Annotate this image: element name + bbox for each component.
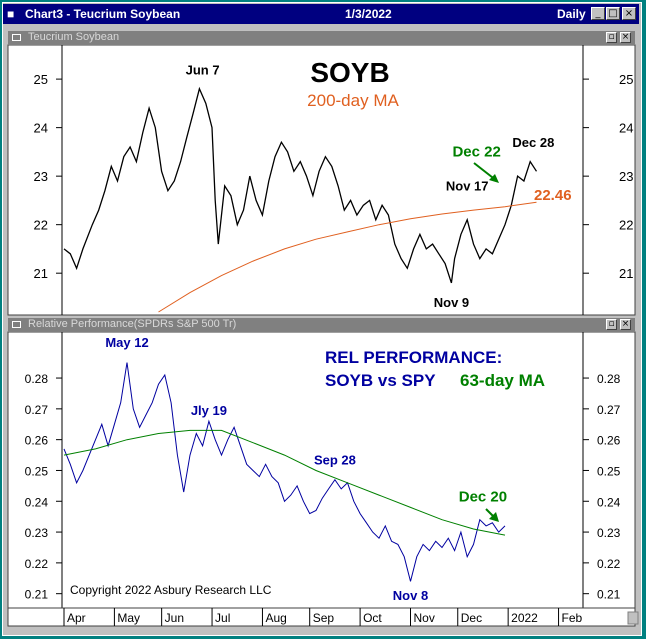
pane-icon (12, 321, 21, 328)
title-bar: ■ Chart3 - Teucrium Soybean 1/3/2022 Dai… (3, 4, 639, 24)
copyright-text: Copyright 2022 Asbury Research LLC (70, 583, 272, 597)
rel-annotation: Dec 20 (459, 488, 507, 505)
rel-performance-series (63, 362, 506, 582)
price-ytick-label-right: 22 (619, 218, 633, 233)
window-icon: ■ (7, 7, 15, 21)
maximize-button[interactable]: □ (606, 7, 620, 20)
rel-title-line2: SOYB vs SPY (325, 371, 436, 390)
price-pane-close-button[interactable]: × (620, 32, 631, 43)
rel-ytick-label-left: 0.26 (25, 434, 49, 448)
price-ytick-label-left: 23 (34, 169, 48, 184)
rel-annotation: Jly 19 (191, 403, 227, 418)
x-tick-label: Nov (414, 611, 435, 625)
rel-ytick-label-right: 0.23 (597, 526, 621, 540)
price-annotation: Nov 9 (434, 295, 469, 310)
price-ytick-label-left: 25 (34, 72, 48, 87)
price-ytick-label-left: 21 (34, 266, 48, 281)
price-annotation: Dec 28 (512, 135, 554, 150)
rel-63day-ma-series (63, 429, 506, 536)
rel-title-line1: REL PERFORMANCE: (325, 348, 502, 367)
close-button[interactable]: × (622, 7, 636, 20)
rel-ytick-label-right: 0.28 (597, 372, 621, 386)
price-ytick-label-right: 25 (619, 72, 633, 87)
rel-annotation: Sep 28 (314, 452, 356, 467)
pane-icon (12, 34, 21, 41)
rel-ytick-label-left: 0.23 (25, 526, 49, 540)
price-ytick-label-right: 23 (619, 169, 633, 184)
rel-ytick-label-left: 0.28 (25, 372, 49, 386)
price-annotation: Jun 7 (186, 62, 220, 77)
price-annotation: Dec 22 (452, 144, 500, 161)
x-tick-label: Feb (562, 611, 583, 625)
rel-pane-title: Relative Performance(SPDRs S&P 500 Tr) (28, 318, 237, 330)
rel-ytick-label-right: 0.27 (597, 403, 621, 417)
x-tick-label: Sep (313, 611, 335, 625)
x-tick-label: Dec (461, 611, 482, 625)
rel-pane-bg (7, 331, 636, 609)
soyb-200day-ma-series (158, 201, 537, 313)
price-pane-restore-button[interactable]: ▫ (606, 32, 617, 43)
price-pane-title: Teucrium Soybean (28, 31, 120, 43)
rel-annotation: Nov 8 (393, 588, 428, 603)
x-tick-label: Jun (165, 611, 184, 625)
rel-annotation: May 12 (105, 335, 148, 350)
window-title: Chart3 - Teucrium Soybean (25, 7, 181, 21)
x-tick-label: Apr (67, 611, 86, 625)
rel-ytick-label-left: 0.21 (25, 588, 49, 602)
price-ytick-label-left: 24 (34, 121, 48, 136)
price-pane-header: Teucrium Soybean ▫ × (8, 31, 635, 44)
soyb-price-series (63, 86, 538, 284)
price-chart-subtitle: 200-day MA (307, 91, 399, 110)
x-tick-label: 2022 (511, 611, 538, 625)
rel-ytick-label-right: 0.22 (597, 557, 621, 571)
rel-ytick-label-left: 0.27 (25, 403, 49, 417)
x-tick-label: May (117, 611, 140, 625)
rel-pane-close-button[interactable]: × (620, 319, 631, 330)
dec22-arrowhead (489, 174, 499, 183)
rel-ytick-label-right: 0.21 (597, 588, 621, 602)
price-ytick-label-left: 22 (34, 218, 48, 233)
rel-ytick-label-right: 0.25 (597, 464, 621, 478)
rel-ytick-label-right: 0.26 (597, 434, 621, 448)
x-tick-label: Oct (363, 611, 382, 625)
x-tick-label: Aug (265, 611, 286, 625)
dec20-arrowhead (489, 512, 499, 522)
window-date: 1/3/2022 (345, 7, 392, 21)
rel-ytick-label-left: 0.25 (25, 464, 49, 478)
price-chart-title: SOYB (310, 57, 389, 88)
rel-ytick-label-right: 0.24 (597, 495, 621, 509)
window-period: Daily (557, 7, 586, 21)
x-tick-label: Jul (215, 611, 230, 625)
rel-ytick-label-left: 0.22 (25, 557, 49, 571)
scroll-handle[interactable] (627, 611, 639, 625)
rel-pane-restore-button[interactable]: ▫ (606, 319, 617, 330)
rel-ma-label: 63-day MA (460, 371, 545, 390)
minimize-button[interactable]: _ (591, 7, 605, 20)
price-pane-bg (7, 44, 636, 316)
rel-pane-header: Relative Performance(SPDRs S&P 500 Tr) ▫… (8, 318, 635, 331)
price-annotation: Nov 17 (446, 179, 489, 194)
price-ytick-label-right: 24 (619, 121, 633, 136)
rel-ytick-label-left: 0.24 (25, 495, 49, 509)
price-ytick-label-right: 21 (619, 266, 633, 281)
ma-last-value: 22.46 (534, 187, 572, 204)
